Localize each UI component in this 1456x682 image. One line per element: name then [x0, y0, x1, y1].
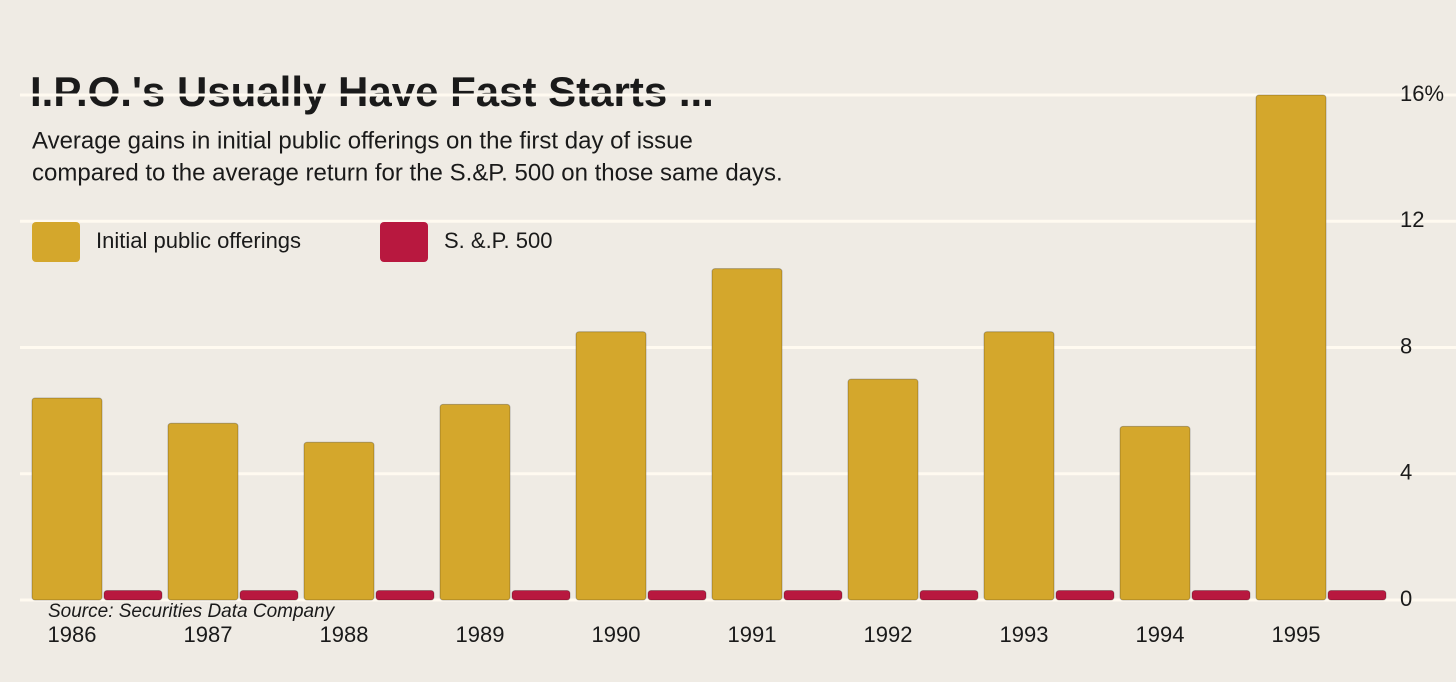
bar: [983, 331, 1055, 601]
bar: [439, 403, 511, 601]
bar: [1255, 94, 1327, 601]
x-tick-label: 1993: [1000, 622, 1049, 647]
source-note: Source: Securities Data Company: [48, 601, 336, 622]
bar: [511, 590, 571, 601]
x-tick-label: 1991: [728, 622, 777, 647]
bar: [919, 590, 979, 601]
x-tick-label: 1995: [1272, 622, 1321, 647]
legend-swatch: [380, 222, 428, 262]
bar: [375, 590, 435, 601]
bar: [167, 422, 239, 601]
x-tick-label: 1992: [864, 622, 913, 647]
bar: [239, 590, 299, 601]
bar: [1327, 590, 1387, 601]
y-tick-label: 0: [1400, 586, 1412, 611]
x-tick-label: 1994: [1136, 622, 1185, 647]
bar: [31, 397, 103, 601]
x-tick-label: 1988: [320, 622, 369, 647]
x-tick-label: 1990: [592, 622, 641, 647]
bar: [103, 590, 163, 601]
y-tick-label: 4: [1400, 460, 1412, 485]
y-tick-label: 8: [1400, 333, 1412, 358]
bar: [1055, 590, 1115, 601]
chart-subtitle: compared to the average return for the S…: [32, 159, 783, 186]
x-tick-label: 1986: [48, 622, 97, 647]
bar: [711, 268, 783, 601]
bar: [575, 331, 647, 601]
bar: [783, 590, 843, 601]
bar: [647, 590, 707, 601]
legend-swatch: [32, 222, 80, 262]
y-tick-label: 12: [1400, 207, 1424, 232]
y-tick-label: 16%: [1400, 81, 1444, 106]
bar: [1119, 425, 1191, 601]
x-tick-label: 1989: [456, 622, 505, 647]
bar: [847, 378, 919, 601]
legend-label: Initial public offerings: [96, 228, 301, 253]
chart-title: I.P.O.'s Usually Have Fast Starts ...: [30, 68, 714, 115]
legend-label: S. &.P. 500: [444, 228, 552, 253]
x-tick-label: 1987: [184, 622, 233, 647]
bar: [1191, 590, 1251, 601]
bar: [303, 441, 375, 601]
chart-subtitle: Average gains in initial public offering…: [32, 127, 693, 154]
